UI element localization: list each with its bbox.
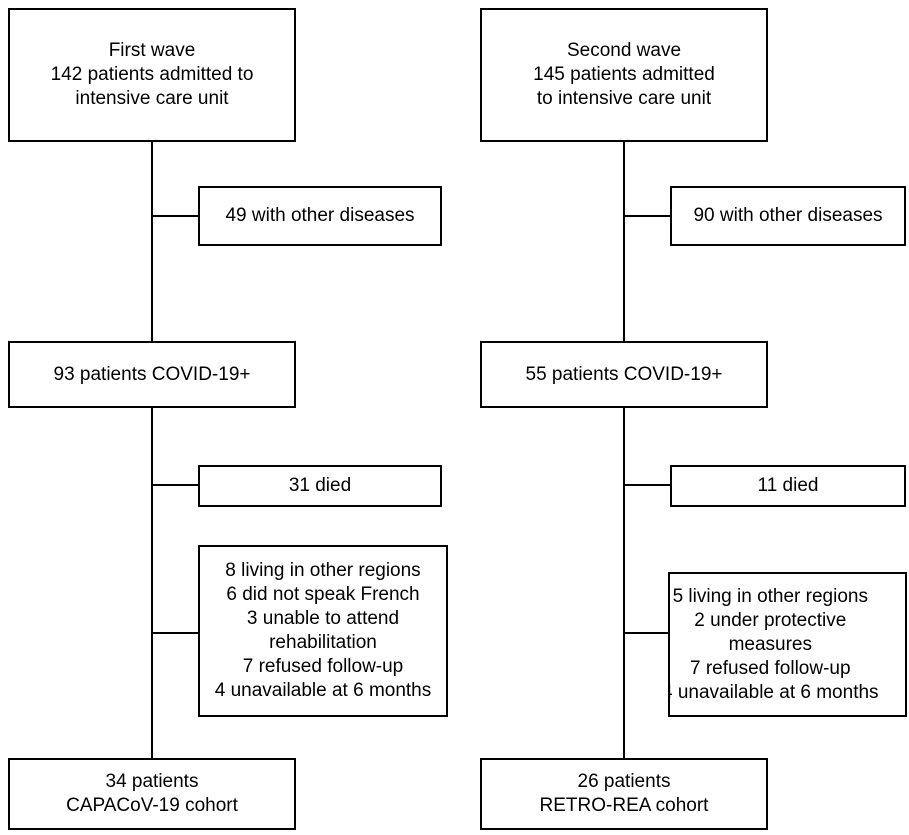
right-middle-text: 55 patients COVID-19+	[525, 363, 723, 385]
left-exclusion-2-box: 31 died	[198, 465, 442, 507]
right-exclusion-1-box: 90 with other diseases	[670, 186, 906, 246]
right-final-text: 26 patients RETRO-REA cohort	[539, 771, 709, 816]
left-final-text: 34 patients CAPACoV-19 cohort	[66, 771, 238, 816]
left-branch-connector-3	[151, 632, 199, 634]
right-branch-connector-3	[623, 632, 671, 634]
right-header-box: Second wave 145 patients admitted to int…	[480, 8, 768, 142]
right-exclusion-2-text: 11 died	[757, 475, 819, 496]
right-final-box: 26 patients RETRO-REA cohort	[480, 758, 768, 830]
left-exclusion-1-text: 49 with other diseases	[225, 205, 415, 226]
left-main-connector-top	[151, 141, 153, 341]
left-branch-connector-2	[151, 484, 199, 486]
right-middle-box: 55 patients COVID-19+	[480, 341, 768, 408]
right-exclusion-2-box: 11 died	[670, 465, 906, 507]
left-main-connector-bottom	[151, 407, 153, 759]
right-exclusion-3-text: 5 living in other regions 2 under protec…	[670, 585, 879, 703]
right-exclusion-3-box: 5 living in other regions 2 under protec…	[668, 572, 907, 717]
left-branch-connector-1	[151, 215, 199, 217]
left-header-text: First wave 142 patients admitted to inte…	[50, 40, 254, 109]
right-branch-connector-1	[623, 215, 671, 217]
right-main-connector-top	[623, 141, 625, 341]
left-exclusion-2-text: 31 died	[288, 475, 352, 496]
right-branch-connector-2	[623, 484, 671, 486]
left-middle-text: 93 patients COVID-19+	[53, 363, 251, 385]
left-exclusion-3-box: 8 living in other regions 6 did not spea…	[198, 545, 448, 717]
left-exclusion-1-box: 49 with other diseases	[198, 186, 442, 246]
right-exclusion-1-text: 90 with other diseases	[693, 205, 883, 226]
left-exclusion-3-text: 8 living in other regions 6 did not spea…	[214, 560, 432, 701]
left-header-box: First wave 142 patients admitted to inte…	[8, 8, 296, 142]
right-header-text: Second wave 145 patients admitted to int…	[533, 40, 715, 109]
left-middle-box: 93 patients COVID-19+	[8, 341, 296, 408]
left-final-box: 34 patients CAPACoV-19 cohort	[8, 758, 296, 830]
right-main-connector-bottom	[623, 407, 625, 759]
